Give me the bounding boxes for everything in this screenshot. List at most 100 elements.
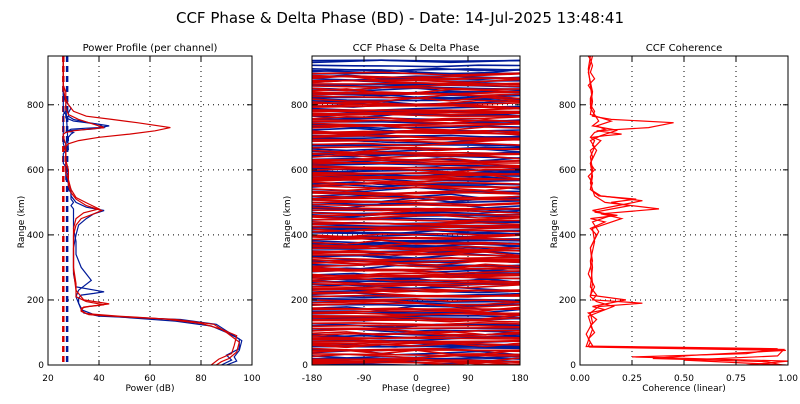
phase-chart: CCF Phase & Delta Phase Phase (degree) R… <box>283 43 479 394</box>
phase-series-1-segment <box>312 219 520 225</box>
power-ytick-label: 0 <box>38 361 44 371</box>
phase-series-1-segment <box>312 213 520 217</box>
coherence-series-1-line <box>585 56 788 365</box>
phase-series-1-segment <box>312 299 520 306</box>
phase-series-1-segment <box>312 86 520 92</box>
phase-series-1-segment <box>312 99 520 105</box>
power-xtick-label: 60 <box>144 374 156 384</box>
coherence-plot-area: 0.00 0.25 0.50 0.75 1.00 0 200 400 600 800 <box>559 55 798 384</box>
phase-series-1-segment <box>312 145 520 150</box>
phase-chart-xlabel: Phase (degree) <box>382 384 450 394</box>
phase-series-1-segment <box>312 353 520 357</box>
phase-series-1-segment <box>312 109 520 113</box>
phase-series-1-segment <box>312 307 520 311</box>
phase-series-1-segment <box>312 154 520 160</box>
power-chart-title: Power Profile (per channel) <box>83 43 218 54</box>
phase-series-1-segment <box>312 201 520 206</box>
phase-xtick-label: 90 <box>462 374 474 384</box>
phase-series-1-segment <box>312 101 520 106</box>
phase-series-1-segment <box>312 342 520 349</box>
coherence-ytick-label: 400 <box>559 231 576 241</box>
power-chart-ylabel: Range (km) <box>17 196 27 248</box>
phase-series-1-segment <box>312 131 520 135</box>
phase-series-1-segment <box>312 246 520 251</box>
phase-series-1-segment <box>312 84 520 89</box>
power-chart-xlabel: Power (dB) <box>126 384 175 394</box>
phase-series-1-segment <box>312 324 520 328</box>
phase-series-1-segment <box>312 122 520 126</box>
phase-series-1-segment <box>312 171 520 176</box>
power-ytick-label: 800 <box>27 101 44 111</box>
power-ytick-label: 400 <box>27 231 44 241</box>
phase-series-1-segment <box>312 214 520 220</box>
power-plot-area: 20 40 60 80 100 0 200 400 600 800 <box>27 55 261 384</box>
coherence-chart-xlabel: Coherence (linear) <box>642 384 726 394</box>
phase-series-1-segment <box>312 217 520 223</box>
phase-series-1-segment <box>312 73 520 79</box>
phase-chart-ylabel: Range (km) <box>283 196 293 248</box>
phase-series-0-segment <box>312 64 520 68</box>
phase-series-1-segment <box>312 157 520 163</box>
phase-xtick-label: 180 <box>511 374 528 384</box>
power-xtick-label: 20 <box>42 374 54 384</box>
coherence-xtick-label: 0.50 <box>674 374 694 384</box>
phase-series-0-segment <box>312 229 520 235</box>
phase-series-1-segment <box>312 282 520 286</box>
coherence-xtick-label: 1.00 <box>778 374 798 384</box>
phase-series-1-segment <box>312 202 520 207</box>
phase-series-group <box>312 59 520 365</box>
coherence-xtick-label: 0.25 <box>622 374 642 384</box>
phase-plot-area: -180 -90 0 90 180 0 200 400 600 800 <box>291 55 529 384</box>
coherence-chart: CCF Coherence Coherence (linear) Range (… <box>550 43 726 394</box>
phase-series-0-segment <box>312 239 520 244</box>
power-chart: Power Profile (per channel) Power (dB) R… <box>17 43 218 394</box>
phase-ytick-label: 400 <box>291 231 308 241</box>
phase-series-1-segment <box>312 277 520 283</box>
coherence-chart-title: CCF Coherence <box>646 43 723 54</box>
phase-series-1-segment <box>312 259 520 265</box>
phase-xtick-label: 0 <box>413 374 419 384</box>
phase-series-1-segment <box>312 161 520 165</box>
coherence-series-group <box>585 56 788 365</box>
phase-series-1-segment <box>312 111 520 115</box>
coherence-ytick-label: 0 <box>570 361 576 371</box>
coherence-series-2-line <box>585 56 786 365</box>
phase-series-1-segment <box>312 312 520 316</box>
phase-series-1-segment <box>312 272 520 278</box>
phase-chart-title: CCF Phase & Delta Phase <box>353 43 480 54</box>
coherence-frame <box>579 55 789 366</box>
phase-ytick-label: 0 <box>302 361 308 371</box>
phase-series-1-segment <box>312 297 520 303</box>
phase-xtick-label: -90 <box>357 374 372 384</box>
coherence-series-0-line <box>586 56 786 365</box>
phase-series-1-segment <box>312 133 520 140</box>
phase-series-1-segment <box>312 181 520 185</box>
phase-xtick-label: -180 <box>302 374 323 384</box>
phase-series-1-segment <box>312 326 520 330</box>
phase-series-0-segment <box>312 230 520 235</box>
phase-series-1-segment <box>312 206 520 210</box>
phase-ytick-label: 600 <box>291 166 308 176</box>
phase-series-1-segment <box>312 314 520 321</box>
phase-series-1-segment <box>312 328 520 334</box>
phase-series-1-segment <box>312 347 520 352</box>
phase-series-1-segment <box>312 310 520 315</box>
coherence-chart-ylabel: Range (km) <box>550 196 560 248</box>
power-xtick-label: 100 <box>243 374 260 384</box>
coherence-xtick-label: 0.00 <box>570 374 590 384</box>
phase-series-1-segment <box>312 256 520 261</box>
phase-series-1-segment <box>312 287 520 292</box>
phase-series-1-segment <box>312 321 520 326</box>
power-xtick-label: 40 <box>93 374 105 384</box>
phase-series-1-segment <box>312 152 520 156</box>
phase-series-1-segment <box>312 142 520 147</box>
phase-series-0-segment <box>312 303 520 308</box>
phase-series-1-segment <box>312 167 520 173</box>
phase-ytick-label: 200 <box>291 296 308 306</box>
phase-series-1-segment <box>312 138 520 144</box>
phase-series-1-segment <box>312 275 520 280</box>
phase-series-1-segment <box>312 113 520 118</box>
phase-series-0-segment <box>312 274 520 281</box>
